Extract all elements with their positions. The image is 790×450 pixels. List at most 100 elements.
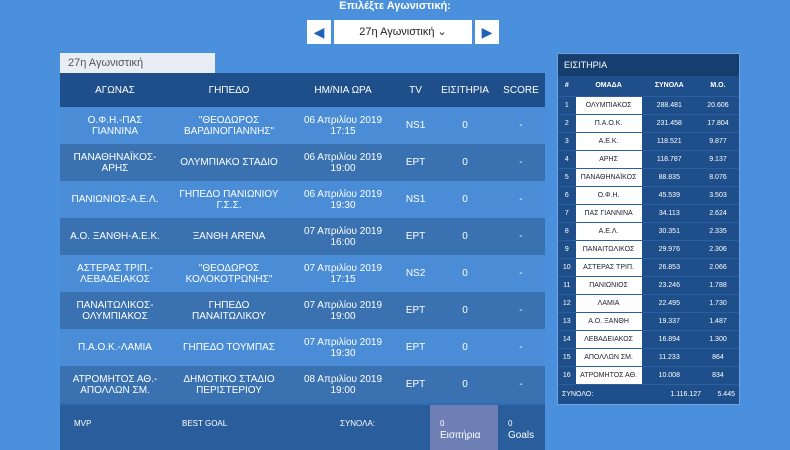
date: 07 Απριλίου 2019 bbox=[303, 225, 383, 237]
team: Α.Ε.Λ. bbox=[575, 222, 642, 241]
total: 23.246 bbox=[641, 276, 697, 295]
ticket-row: 13 Α.Ο. ΞΑΝΘΗ 19.337 1.487 bbox=[558, 312, 739, 331]
date-time: 06 Απριλίου 2019 19:00 bbox=[288, 144, 398, 181]
best-goal-label: BEST GOAL bbox=[182, 419, 228, 428]
ticket-row: 6 Ο.Φ.Η. 45.539 3.503 bbox=[558, 186, 739, 205]
totals-label: ΣΥΝΟΛΑ: bbox=[340, 419, 376, 428]
total: 16.894 bbox=[641, 330, 697, 349]
rank: 2 bbox=[558, 114, 576, 133]
tv: NS1 bbox=[398, 107, 434, 144]
average: 864 bbox=[696, 348, 739, 367]
stadium: ΔΗΜΟΤΙΚΟ ΣΤΑΔΙΟ ΠΕΡΙΣΤΕΡΙΟΥ bbox=[170, 366, 288, 403]
time: 19:00 bbox=[330, 310, 356, 322]
team: ΑΤΡΟΜΗΤΟΣ ΑΘ. bbox=[575, 366, 642, 385]
team: ΠΑΝΑΙΤΩΛΙΚΟΣ bbox=[575, 240, 642, 259]
rank: 16 bbox=[558, 366, 576, 385]
total: 88.835 bbox=[641, 168, 697, 187]
match: Π.Α.Ο.Κ.-ΛΑΜΙΑ bbox=[60, 329, 170, 366]
match: ΠΑΝΙΩΝΙΟΣ-Α.Ε.Λ. bbox=[60, 181, 170, 218]
time: 19:00 bbox=[330, 384, 356, 396]
time: 19:30 bbox=[330, 199, 356, 211]
total: 10.008 bbox=[641, 366, 697, 385]
date-time: 07 Απριλίου 2019 19:30 bbox=[288, 329, 398, 366]
date-time: 07 Απριλίου 2019 19:00 bbox=[288, 292, 398, 329]
average: 2.335 bbox=[696, 222, 739, 241]
total: 118.787 bbox=[641, 150, 697, 169]
matchday-dropdown[interactable]: 27η Αγωνιστική ⌄ bbox=[334, 20, 472, 44]
column-header: ΣΥΝΟΛΑ bbox=[641, 76, 697, 97]
stadium: ΓΗΠΕΔΟ ΤΟΥΜΠΑΣ bbox=[170, 329, 288, 366]
score: - bbox=[496, 144, 545, 181]
tab[interactable]: 27η Αγωνιστική bbox=[60, 53, 215, 73]
match-row: ΠΑΝΙΩΝΙΟΣ-Α.Ε.Λ. ΓΗΠΕΔΟ ΠΑΝΙΩΝΙΟΥ Γ.Σ.Σ. 0… bbox=[60, 181, 545, 218]
tickets: 0 bbox=[433, 292, 497, 329]
total-label: ΣΥΝΟΛΟ: bbox=[562, 390, 594, 398]
column-header: Μ.Ο. bbox=[696, 76, 739, 97]
ticket-row: 3 Α.Ε.Κ. 118.521 9.877 bbox=[558, 132, 739, 151]
time: 17:15 bbox=[330, 125, 356, 137]
total: 45.539 bbox=[641, 186, 697, 205]
totals-bar: MVP BEST GOAL ΣΥΝΟΛΑ: 0 Εισιτήρια 0 Goal… bbox=[60, 405, 545, 450]
date: 07 Απριλίου 2019 bbox=[303, 262, 383, 274]
date-time: 06 Απριλίου 2019 17:15 bbox=[288, 107, 398, 144]
ticket-row: 1 ΟΛΥΜΠΙΑΚΟΣ 288.481 20.606 bbox=[558, 96, 739, 115]
goals-label: Goals bbox=[508, 430, 535, 441]
score: - bbox=[496, 107, 545, 144]
ticket-row: 5 ΠΑΝΑΘΗΝΑΪΚΟΣ 88.835 8.076 bbox=[558, 168, 739, 187]
date-time: 07 Απριλίου 2019 16:00 bbox=[288, 218, 398, 255]
tv: NS1 bbox=[398, 181, 434, 218]
tv: ΕΡΤ bbox=[398, 218, 434, 255]
stadium: ΞΑΝΘΗ ARENA bbox=[170, 218, 288, 255]
match: Α.Ο. ΞΑΝΘΗ-Α.Ε.Κ. bbox=[60, 218, 170, 255]
match-row: Ο.Φ.Η.-ΠΑΣ ΓΙΑΝΝΙΝΑ "ΘΕΟΔΩΡΟΣ ΒΑΡΔΙΝΟΓΙΑΝ… bbox=[60, 107, 545, 144]
rank: 9 bbox=[558, 240, 576, 259]
stadium: ΓΗΠΕΔΟ ΠΑΝΙΩΝΙΟΥ Γ.Σ.Σ. bbox=[170, 181, 288, 218]
total: 231.458 bbox=[641, 114, 697, 133]
prev-button[interactable]: ◀ bbox=[307, 20, 331, 44]
score: - bbox=[496, 181, 545, 218]
team: Π.Α.Ο.Κ. bbox=[575, 114, 642, 133]
score: - bbox=[496, 218, 545, 255]
column-header: # bbox=[558, 76, 576, 97]
column-header: ΑΓΩΝΑΣ bbox=[60, 73, 170, 107]
tickets: 0 bbox=[433, 181, 497, 218]
average: 1.487 bbox=[696, 312, 739, 331]
rank: 14 bbox=[558, 330, 576, 349]
tv: NS2 bbox=[398, 255, 434, 292]
rank: 11 bbox=[558, 276, 576, 295]
total: 22.495 bbox=[641, 294, 697, 313]
average: 1.730 bbox=[696, 294, 739, 313]
match: ΑΣΤΕΡΑΣ ΤΡΙΠ.-ΛΕΒΑΔΕΙΑΚΟΣ bbox=[60, 255, 170, 292]
ticket-row: 8 Α.Ε.Λ. 30.351 2.335 bbox=[558, 222, 739, 241]
average: 1.788 bbox=[696, 276, 739, 295]
match-row: ΑΤΡΟΜΗΤΟΣ ΑΘ.-ΑΠΟΛΛΩΝ ΣΜ. ΔΗΜΟΤΙΚΟ ΣΤΑΔΙΟ… bbox=[60, 366, 545, 403]
next-button[interactable]: ▶ bbox=[475, 20, 499, 44]
total: 19.337 bbox=[641, 312, 697, 331]
stadium: "ΘΕΟΔΩΡΟΣ ΚΟΛΟΚΟΤΡΩΝΗΣ" bbox=[170, 255, 288, 292]
time: 19:00 bbox=[330, 162, 356, 174]
average: 20.606 bbox=[696, 96, 739, 115]
matches-panel: ΑΓΩΝΑΣ ΓΗΠΕΔΟ ΗΜ/ΝΙΑ ΩΡΑ TV ΕΙΣΙΤΗΡΙΑ SCORE Ο.… bbox=[60, 73, 545, 450]
ticket-row: 14 ΛΕΒΑΔΕΙΑΚΟΣ 16.894 1.300 bbox=[558, 330, 739, 349]
column-header: ΗΜ/ΝΙΑ ΩΡΑ bbox=[288, 73, 398, 107]
tickets-panel: ΕΙΣΙΤΗΡΙΑ # ΟΜΑΔΑ ΣΥΝΟΛΑ Μ.Ο. 1 ΟΛΥΜΠΙΑΚΟΣ 288… bbox=[557, 53, 740, 405]
tickets-total-row: ΣΥΝΟΛΟ: 1.116.127 5.445 bbox=[558, 385, 739, 404]
team: ΑΠΟΛΛΩΝ ΣΜ. bbox=[575, 348, 642, 367]
rank: 6 bbox=[558, 186, 576, 205]
match-row: Π.Α.Ο.Κ.-ΛΑΜΙΑ ΓΗΠΕΔΟ ΤΟΥΜΠΑΣ 07 Απριλίου … bbox=[60, 329, 545, 366]
matches-table: ΑΓΩΝΑΣ ΓΗΠΕΔΟ ΗΜ/ΝΙΑ ΩΡΑ TV ΕΙΣΙΤΗΡΙΑ SCORE Ο.… bbox=[60, 73, 545, 403]
stadium: ΓΗΠΕΔΟ ΠΑΝΑΙΤΩΛΙΚΟΥ bbox=[170, 292, 288, 329]
tickets-value: 0 bbox=[440, 419, 445, 428]
score: - bbox=[496, 255, 545, 292]
average: 2.066 bbox=[696, 258, 739, 277]
team: ΑΣΤΕΡΑΣ ΤΡΙΠ. bbox=[575, 258, 642, 277]
tv: ΕΡΤ bbox=[398, 366, 434, 403]
team: ΠΑΝΙΩΝΙΟΣ bbox=[575, 276, 642, 295]
total-average: 5.445 bbox=[717, 390, 735, 398]
tickets: 0 bbox=[433, 144, 497, 181]
average: 8.076 bbox=[696, 168, 739, 187]
average: 834 bbox=[696, 366, 739, 385]
date: 06 Απριλίου 2019 bbox=[303, 188, 383, 200]
tickets-label: Εισιτήρια bbox=[440, 430, 481, 441]
time: 17:15 bbox=[330, 273, 356, 285]
